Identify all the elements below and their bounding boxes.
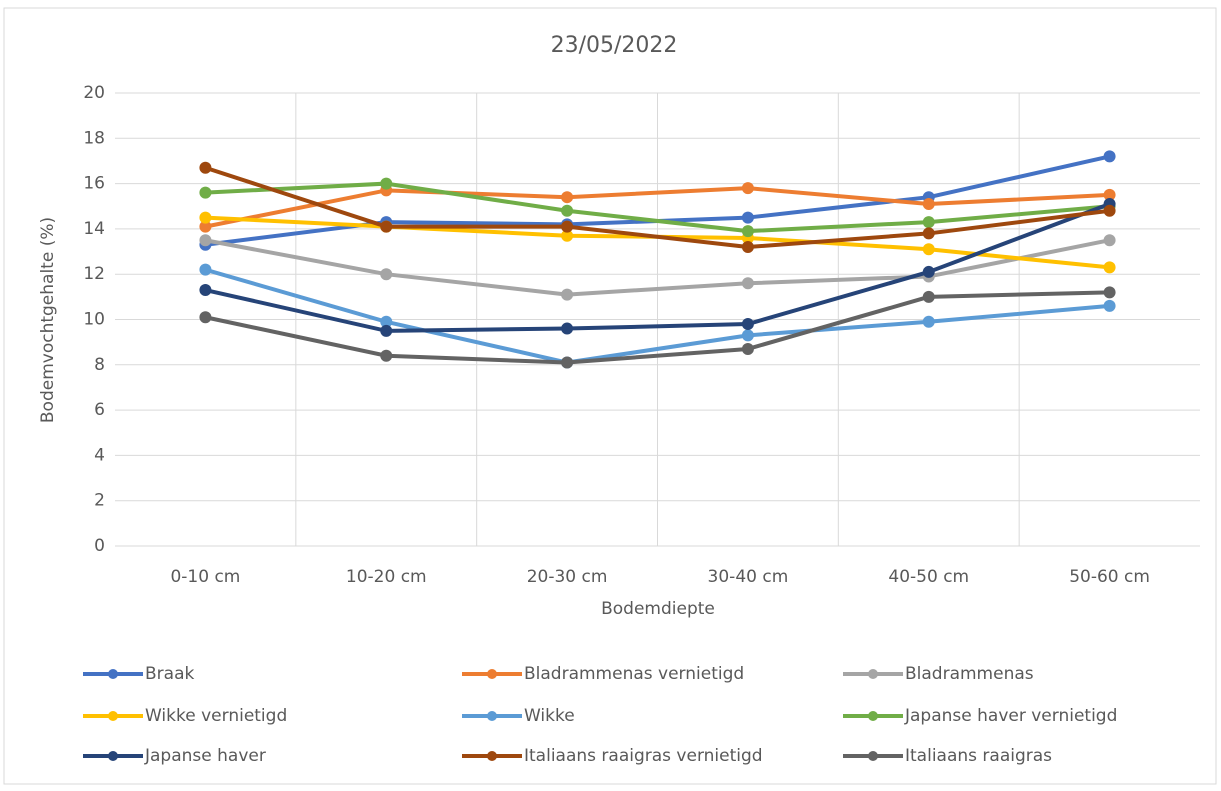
data-point xyxy=(1103,261,1116,274)
data-point xyxy=(199,161,212,174)
legend-label: Japanse haver xyxy=(144,746,266,766)
data-point xyxy=(199,211,212,224)
legend-marker xyxy=(487,751,497,761)
data-point xyxy=(741,342,754,355)
data-point xyxy=(380,324,393,337)
legend-label: Japanse haver vernietigd xyxy=(904,706,1117,726)
data-point xyxy=(741,211,754,224)
y-tick-label: 0 xyxy=(94,536,105,556)
data-point xyxy=(561,204,574,217)
x-tick-label: 10-20 cm xyxy=(346,567,427,587)
legend-label: Italiaans raaigras xyxy=(905,746,1052,766)
legend-marker xyxy=(487,669,497,679)
legend-label: Bladrammenas xyxy=(905,664,1034,684)
data-point xyxy=(741,182,754,195)
chart-title: 23/05/2022 xyxy=(551,33,678,58)
data-point xyxy=(741,277,754,290)
data-point xyxy=(380,268,393,281)
data-point xyxy=(561,191,574,204)
data-point xyxy=(741,241,754,254)
data-point xyxy=(1103,286,1116,299)
x-axis-label: Bodemdiepte xyxy=(601,599,715,619)
data-point xyxy=(561,356,574,369)
data-point xyxy=(1103,204,1116,217)
data-point xyxy=(922,265,935,278)
data-point xyxy=(741,318,754,331)
legend-label: Bladrammenas vernietigd xyxy=(524,664,744,684)
y-tick-label: 2 xyxy=(94,491,105,511)
series-line xyxy=(204,202,1111,333)
legend-marker xyxy=(108,669,118,679)
x-tick-label: 20-30 cm xyxy=(527,567,608,587)
x-tick-label: 30-40 cm xyxy=(708,567,789,587)
data-point xyxy=(199,234,212,247)
y-tick-label: 6 xyxy=(94,400,105,420)
y-tick-label: 12 xyxy=(83,264,105,284)
y-tick-label: 14 xyxy=(83,219,105,239)
data-point xyxy=(922,227,935,240)
data-point xyxy=(922,216,935,229)
chart-frame xyxy=(3,7,1217,785)
series-line xyxy=(204,165,1110,250)
data-point xyxy=(922,290,935,303)
data-point xyxy=(199,220,212,233)
data-point xyxy=(199,311,212,324)
series-line xyxy=(205,186,1110,229)
x-tick-label: 50-60 cm xyxy=(1069,567,1150,587)
legend-marker xyxy=(108,711,118,721)
data-point xyxy=(561,229,574,242)
data-point xyxy=(380,349,393,362)
legend-label: Italiaans raaigras vernietigd xyxy=(524,746,763,766)
legend-label: Wikke vernietigd xyxy=(145,706,287,726)
legend-marker xyxy=(868,669,878,679)
data-point xyxy=(741,225,754,238)
data-point xyxy=(922,243,935,256)
series-line xyxy=(205,181,1110,234)
series-line xyxy=(204,267,1110,365)
data-point xyxy=(380,315,393,328)
data-point xyxy=(1103,299,1116,312)
y-tick-label: 10 xyxy=(83,310,105,330)
y-tick-label: 18 xyxy=(83,128,105,148)
legend-label: Braak xyxy=(145,664,194,684)
y-axis-label: Bodemvochtgehalte (%) xyxy=(38,217,58,423)
y-tick-label: 20 xyxy=(83,83,105,103)
data-point xyxy=(561,322,574,335)
data-point xyxy=(199,186,212,199)
data-point xyxy=(1103,150,1116,163)
legend-marker xyxy=(868,751,878,761)
data-point xyxy=(922,197,935,210)
data-point xyxy=(561,220,574,233)
data-point xyxy=(380,177,393,190)
data-point xyxy=(741,329,754,342)
series-line xyxy=(205,238,1110,297)
data-point xyxy=(199,263,212,276)
data-point xyxy=(922,315,935,328)
series-line xyxy=(205,290,1110,365)
legend-label: Wikke xyxy=(524,706,575,726)
y-tick-label: 4 xyxy=(94,445,105,465)
data-point xyxy=(380,220,393,233)
data-point xyxy=(199,284,212,297)
data-point xyxy=(1103,188,1116,201)
x-tick-label: 40-50 cm xyxy=(888,567,969,587)
data-point xyxy=(1103,234,1116,247)
legend-marker xyxy=(108,751,118,761)
legend-marker xyxy=(487,711,497,721)
data-point xyxy=(561,288,574,301)
legend-marker xyxy=(868,711,878,721)
x-tick-label: 0-10 cm xyxy=(170,567,240,587)
y-tick-label: 8 xyxy=(94,355,105,375)
y-tick-label: 16 xyxy=(83,174,105,194)
